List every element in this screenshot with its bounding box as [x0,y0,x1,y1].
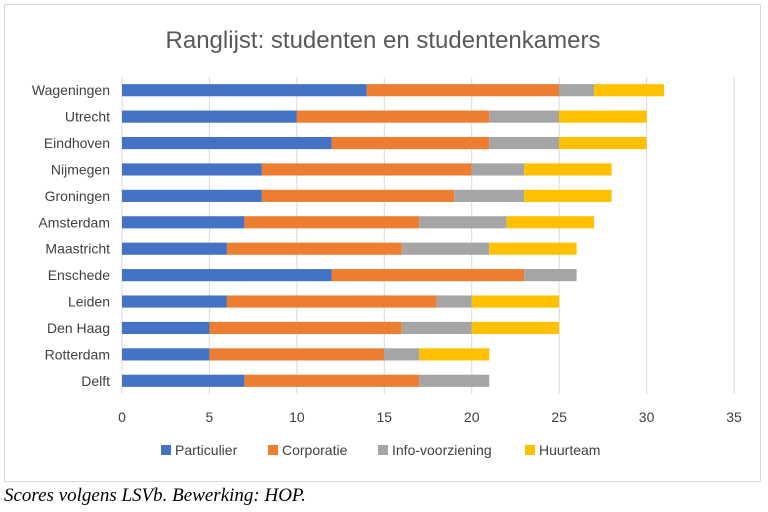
bar-segment [594,84,665,97]
bar-segment [244,374,420,387]
legend: Particulier Corporatie Info-voorziening Huu… [161,442,600,458]
bar-segment [471,295,560,308]
bar-segment [524,269,577,282]
bar-segment [122,295,227,308]
category-label: Rotterdam [45,346,110,362]
category-label: Delft [81,373,110,389]
bar-segment [419,216,507,229]
x-tick-label: 35 [726,409,742,425]
gridlines [121,77,735,394]
bar-segment [401,242,490,255]
category-label: Den Haag [47,320,110,336]
chart-frame: Ranglijst: studenten en studentenkamers … [4,4,761,482]
legend-label: Info-voorziening [392,442,492,458]
bar-segment [122,269,332,282]
bar-segment [559,84,595,97]
bar-segment [244,216,420,229]
bar-segment [122,321,210,335]
bar-segment [471,321,560,335]
legend-swatch [268,445,278,455]
category-label: Amsterdam [38,214,110,230]
bar-segment [296,110,490,123]
legend-swatch [525,445,535,455]
chart-title: Ranglijst: studenten en studentenkamers [166,27,601,54]
bar-segment [226,295,437,308]
bar-segment [226,242,402,255]
bar-segment [471,163,525,176]
bar-segment [401,321,472,335]
bar-segment [489,136,560,150]
bar-segment [436,295,472,308]
bar-segment [331,136,490,150]
bar-segment [209,348,385,361]
chart: Ranglijst: studenten en studentenkamers … [32,27,742,458]
category-label: Groningen [45,188,110,204]
bar-segment [506,216,595,229]
bar-segment [524,163,612,176]
category-label: Maastricht [45,241,110,257]
x-tick-label: 15 [376,409,392,425]
bar-segment [261,163,472,176]
bar-segment [122,84,367,97]
category-label: Leiden [68,294,110,310]
bar-segment [122,189,262,202]
x-tick-label: 30 [639,409,655,425]
bar-segment [122,216,245,229]
legend-swatch [378,445,388,455]
category-label: Wageningen [32,82,110,98]
x-tick-label: 20 [464,409,480,425]
bar-segment [122,136,332,150]
bar-segment [261,189,455,202]
category-label: Enschede [48,267,110,283]
bar-segment [122,242,227,255]
bar-segment [454,189,525,202]
bars [122,84,665,387]
bar-segment [122,110,297,123]
category-labels: Wageningen Utrecht Eindhoven Nijmegen Gronin… [32,82,110,389]
category-label: Nijmegen [51,161,110,177]
x-tick-label: 25 [551,409,567,425]
bar-segment [559,136,647,150]
legend-label: Corporatie [282,442,348,458]
bar-segment [122,163,262,176]
x-tick-labels: 0 5 10 15 20 25 30 35 [118,409,742,425]
source-caption: Scores volgens LSVb. Bewerking: HOP. [4,485,306,506]
bar-segment [489,110,560,123]
bar-segment [366,84,560,97]
bar-segment [122,348,210,361]
bar-segment [122,374,245,387]
category-label: Utrecht [65,109,110,125]
bar-segment [524,189,612,202]
x-tick-label: 5 [206,409,214,425]
bar-segment [209,321,402,335]
legend-label: Huurteam [539,442,600,458]
x-tick-label: 0 [118,409,126,425]
legend-label: Particulier [175,442,238,458]
legend-swatch [161,445,171,455]
bar-segment [489,242,577,255]
bar-segment [419,374,490,387]
bar-segment [559,110,647,123]
bar-segment [384,348,420,361]
bar-segment [419,348,490,361]
x-tick-label: 10 [289,409,305,425]
category-label: Eindhoven [44,135,110,151]
bar-segment [331,269,525,282]
